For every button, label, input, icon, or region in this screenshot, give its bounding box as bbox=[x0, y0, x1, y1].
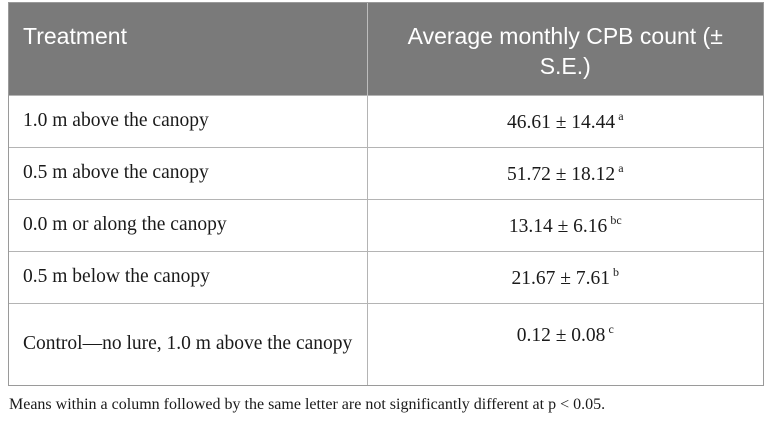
table-row: 0.0 m or along the canopy 13.14 ± 6.16 bc bbox=[9, 198, 763, 251]
count-cell: 13.14 ± 6.16 bc bbox=[366, 198, 763, 251]
table-header: Treatment Average monthly CPB count (± S… bbox=[9, 3, 763, 95]
count-cell: 51.72 ± 18.12 a bbox=[366, 146, 763, 199]
treatment-cell: Control—no lure, 1.0 m above the canopy bbox=[9, 302, 367, 385]
treatment-table: Treatment Average monthly CPB count (± S… bbox=[9, 3, 763, 385]
count-cell: 46.61 ± 14.44 a bbox=[366, 94, 763, 147]
significance-letter: a bbox=[618, 108, 624, 123]
data-table: Treatment Average monthly CPB count (± S… bbox=[8, 2, 764, 386]
count-cell: 21.67 ± 7.61 b bbox=[366, 250, 763, 303]
count-value: 51.72 ± 18.12 bbox=[506, 163, 616, 185]
count-cell: 0.12 ± 0.08 c bbox=[366, 302, 763, 385]
treatment-cell: 0.0 m or along the canopy bbox=[9, 198, 367, 251]
treatment-cell: 1.0 m above the canopy bbox=[9, 94, 367, 147]
table-row: 0.5 m below the canopy 21.67 ± 7.61 b bbox=[9, 250, 763, 303]
significance-letter: a bbox=[618, 160, 624, 175]
significance-letter: b bbox=[612, 264, 619, 279]
table-footnote: Means within a column followed by the sa… bbox=[9, 396, 606, 413]
count-value: 0.12 ± 0.08 bbox=[516, 324, 606, 346]
table-row: 1.0 m above the canopy 46.61 ± 14.44 a bbox=[9, 94, 763, 147]
significance-letter: bc bbox=[610, 212, 622, 227]
table-row: 0.5 m above the canopy 51.72 ± 18.12 a bbox=[9, 146, 763, 199]
significance-letter: c bbox=[608, 321, 614, 336]
table-row: Control—no lure, 1.0 m above the canopy … bbox=[9, 302, 763, 385]
header-row: Treatment Average monthly CPB count (± S… bbox=[9, 3, 763, 95]
header-cpb-count: Average monthly CPB count (± S.E.) bbox=[366, 3, 763, 95]
count-value: 13.14 ± 6.16 bbox=[508, 215, 608, 237]
treatment-cell: 0.5 m below the canopy bbox=[9, 250, 367, 303]
count-value: 46.61 ± 14.44 bbox=[506, 111, 616, 133]
count-value: 21.67 ± 7.61 bbox=[511, 267, 610, 289]
header-treatment: Treatment bbox=[9, 3, 367, 95]
treatment-cell: 0.5 m above the canopy bbox=[9, 146, 367, 199]
table-body: 1.0 m above the canopy 46.61 ± 14.44 a 0.… bbox=[9, 94, 763, 385]
